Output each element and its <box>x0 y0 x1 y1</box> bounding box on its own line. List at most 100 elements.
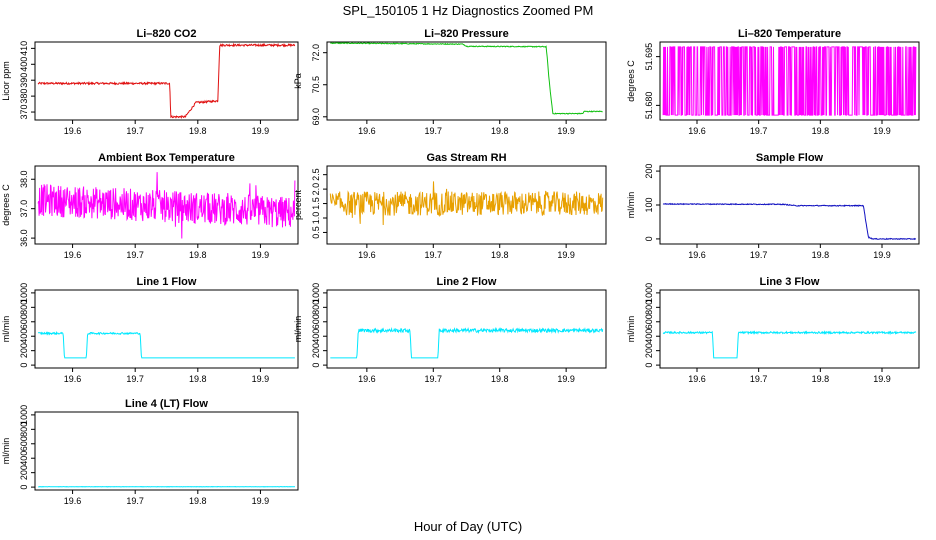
chart-panel: Line 1 Flow ml/min 19.6 19.7 19.8 19.9 0 200400… <box>1 276 299 384</box>
y-axis-label: degrees C <box>626 60 636 102</box>
x-tick-label: 19.8 <box>812 126 830 136</box>
x-tick-label: 19.8 <box>189 496 207 506</box>
y-tick-label: 400 <box>19 329 29 344</box>
y-tick-label: 200 <box>644 164 654 179</box>
x-tick-label: 19.9 <box>873 250 891 260</box>
x-tick-label: 19.8 <box>189 126 207 136</box>
y-tick-label: 0 <box>644 363 654 368</box>
plot-frame <box>34 41 299 121</box>
y-tick-label: 200 <box>311 343 321 358</box>
y-axis-label: ml/min <box>293 316 303 343</box>
y-tick-label: 380 <box>19 89 29 104</box>
chart-panel: Ambient Box Temperature degrees C 19.6 19.7… <box>1 152 299 260</box>
panel-title: Ambient Box Temperature <box>98 152 235 164</box>
y-tick-label: 410 <box>19 41 29 56</box>
x-axis-label: Hour of Day (UTC) <box>414 519 522 534</box>
y-tick-label: 0 <box>311 363 321 368</box>
x-tick-label: 19.8 <box>189 250 207 260</box>
y-axis-label: ml/min <box>626 192 636 219</box>
y-tick-label: 600 <box>644 314 654 329</box>
x-tick-label: 19.8 <box>491 374 509 384</box>
x-tick-label: 19.7 <box>425 374 443 384</box>
y-tick-label: 400 <box>644 329 654 344</box>
panel-title: Gas Stream RH <box>426 152 506 164</box>
x-tick-label: 19.8 <box>812 374 830 384</box>
x-tick-label: 19.9 <box>873 374 891 384</box>
y-tick-label: 1000 <box>644 283 654 303</box>
x-tick-label: 19.8 <box>189 374 207 384</box>
x-tick-label: 19.8 <box>491 250 509 260</box>
x-tick-label: 19.6 <box>688 250 706 260</box>
chart-panel: Li–820 Temperature degrees C 19.6 19.7 19.8 1… <box>626 28 920 136</box>
y-tick-label: 2.0 <box>311 183 321 196</box>
chart-panel: Sample Flow ml/min 19.6 19.7 19.8 19.9 0 100 200 <box>626 152 920 260</box>
y-tick-label: 200 <box>644 343 654 358</box>
y-axis-label: percent <box>293 189 303 220</box>
x-tick-label: 19.6 <box>64 126 82 136</box>
x-tick-label: 19.9 <box>557 126 575 136</box>
panel-title: Li–820 Temperature <box>738 28 841 40</box>
panel-title: Li–820 CO2 <box>137 28 197 40</box>
y-tick-label: 390 <box>19 73 29 88</box>
figure-title: SPL_150105 1 Hz Diagnostics Zoomed PM <box>343 3 594 18</box>
x-tick-label: 19.7 <box>126 250 144 260</box>
panel-title: Line 2 Flow <box>437 276 497 288</box>
y-tick-label: 1000 <box>19 283 29 303</box>
plot-frame <box>34 289 299 369</box>
y-tick-label: 1.0 <box>311 212 321 225</box>
x-tick-label: 19.8 <box>491 126 509 136</box>
x-tick-label: 19.7 <box>425 250 443 260</box>
series-line <box>330 326 604 359</box>
x-tick-label: 19.7 <box>126 126 144 136</box>
x-tick-label: 19.9 <box>873 126 891 136</box>
y-tick-label: 2.5 <box>311 168 321 181</box>
y-tick-label: 200 <box>19 465 29 480</box>
series-line <box>330 42 603 115</box>
x-tick-label: 19.7 <box>126 496 144 506</box>
plot-frame <box>326 165 607 245</box>
y-tick-label: 69.0 <box>311 108 321 126</box>
y-tick-label: 400 <box>19 451 29 466</box>
y-tick-label: 1000 <box>311 283 321 303</box>
x-tick-label: 19.7 <box>126 374 144 384</box>
x-tick-label: 19.7 <box>750 250 768 260</box>
x-tick-label: 19.8 <box>812 250 830 260</box>
y-tick-label: 600 <box>311 314 321 329</box>
series-line <box>662 202 917 241</box>
chart-panel: Li–820 CO2 Licor ppm 19.6 19.7 19.8 19.9 37038… <box>1 28 299 136</box>
y-tick-label: 51.680 <box>644 92 654 120</box>
y-tick-label: 36.0 <box>19 229 29 247</box>
y-axis-label: ml/min <box>626 316 636 343</box>
x-tick-label: 19.9 <box>252 374 270 384</box>
y-tick-label: 800 <box>19 300 29 315</box>
chart-panel: Li–820 Pressure kPa 19.6 19.7 19.8 19.9 69.0 70… <box>293 28 607 136</box>
plot-frame <box>326 289 607 369</box>
plot-frame <box>34 165 299 245</box>
chart-panel: Line 2 Flow ml/min 19.6 19.7 19.8 19.9 0 200400… <box>293 276 607 384</box>
x-tick-label: 19.9 <box>252 496 270 506</box>
x-tick-label: 19.6 <box>358 250 376 260</box>
y-tick-label: 100 <box>644 197 654 212</box>
y-tick-label: 38.0 <box>19 170 29 188</box>
series-line <box>662 46 917 116</box>
x-tick-label: 19.6 <box>64 250 82 260</box>
y-tick-label: 600 <box>19 314 29 329</box>
series-line <box>37 42 296 119</box>
plot-frame <box>659 289 920 369</box>
panel-title: Line 1 Flow <box>137 276 197 288</box>
y-tick-label: 1000 <box>19 405 29 425</box>
y-axis-label: Licor ppm <box>1 61 11 101</box>
chart-panel: Line 4 (LT) Flow ml/min 19.6 19.7 19.8 19.9 0 2… <box>1 398 299 506</box>
panel-title: Li–820 Pressure <box>424 28 508 40</box>
plot-frame <box>659 41 920 121</box>
x-tick-label: 19.7 <box>425 126 443 136</box>
y-tick-label: 200 <box>19 343 29 358</box>
y-tick-label: 0 <box>644 236 654 241</box>
series-line <box>329 181 604 226</box>
panel-title: Line 4 (LT) Flow <box>125 398 208 410</box>
y-tick-label: 0 <box>19 363 29 368</box>
x-tick-label: 19.6 <box>64 374 82 384</box>
